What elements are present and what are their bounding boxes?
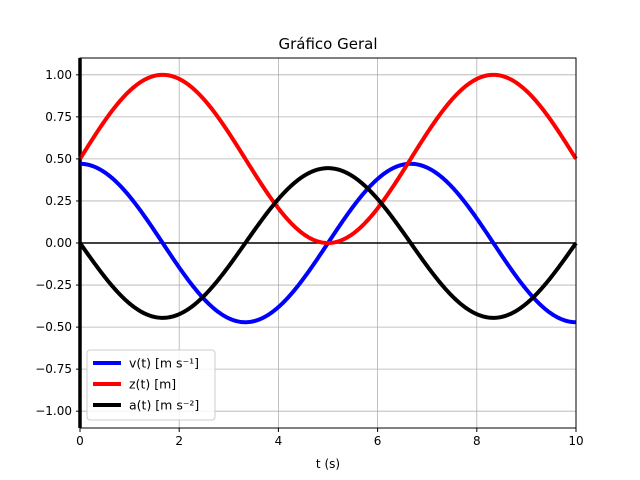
x-tick-label: 6 xyxy=(374,434,382,448)
legend-box xyxy=(86,349,216,421)
y-tick-label: −0.25 xyxy=(35,278,72,292)
y-axis-ticks: −1.00 −0.75 −0.50 −0.25 0.00 0.25 0.50 0.75 1.00 xyxy=(35,68,80,418)
chart-title: Gráfico Geral xyxy=(278,35,377,53)
legend-label: z(t) [m] xyxy=(129,377,176,392)
y-tick-label: 0.50 xyxy=(45,152,72,166)
y-tick-label: 0.75 xyxy=(45,110,72,124)
legend-label: v(t) [m s⁻¹] xyxy=(129,356,199,371)
x-axis-label: t (s) xyxy=(316,457,340,471)
legend: v(t) [m s⁻¹] z(t) [m] a(t) [m s⁻²] xyxy=(86,349,216,421)
series-layer xyxy=(78,72,578,325)
y-tick-label: −0.50 xyxy=(35,320,72,334)
y-tick-label: 0.25 xyxy=(45,194,72,208)
y-tick-label: −1.00 xyxy=(35,404,72,418)
x-tick-label: 2 xyxy=(175,434,183,448)
y-tick-label: 0.00 xyxy=(45,236,72,250)
y-tick-label: 1.00 xyxy=(45,68,72,82)
series-line-2 xyxy=(78,72,578,245)
x-tick-label: 8 xyxy=(473,434,481,448)
x-tick-label: 10 xyxy=(568,434,583,448)
x-tick-label: 0 xyxy=(76,434,84,448)
legend-label: a(t) [m s⁻²] xyxy=(129,398,199,413)
x-axis-ticks: 0 2 4 6 8 10 xyxy=(76,428,584,448)
x-tick-label: 4 xyxy=(275,434,283,448)
y-tick-label: −0.75 xyxy=(35,362,72,376)
series-line-3 xyxy=(78,166,578,320)
